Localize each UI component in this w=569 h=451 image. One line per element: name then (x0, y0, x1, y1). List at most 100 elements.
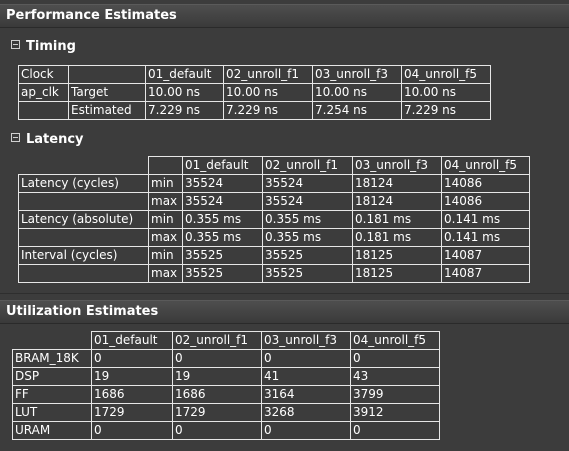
table-cell: 0.355 ms (182, 228, 263, 247)
utilization-table: 01_default 02_unroll_f1 03_unroll_f3 04_… (12, 331, 440, 440)
table-row: max 35525 35525 18125 14087 (18, 264, 530, 283)
table-cell: FF (12, 385, 92, 404)
table-cell: 0 (350, 349, 440, 368)
utilization-header-cell: 03_unroll_f3 (261, 331, 351, 350)
table-cell: 1729 (172, 403, 262, 422)
timing-section-toggle[interactable]: Timing (11, 38, 76, 56)
table-cell: 35525 (262, 264, 353, 283)
latency-header-cell: 04_unroll_f5 (441, 156, 530, 175)
latency-table: 01_default 02_unroll_f1 03_unroll_f3 04_… (18, 156, 530, 283)
timing-header-cell: Clock (18, 65, 69, 84)
table-cell: 41 (261, 367, 351, 386)
table-cell: min (148, 210, 183, 229)
table-cell: 0.355 ms (262, 228, 353, 247)
table-cell: 18124 (352, 192, 442, 211)
utilization-header-cell: 02_unroll_f1 (172, 331, 262, 350)
utilization-header-cell: 01_default (91, 331, 173, 350)
latency-header-cell: 02_unroll_f1 (262, 156, 353, 175)
utilization-header-cell: 04_unroll_f5 (350, 331, 440, 350)
table-cell: 35524 (262, 174, 353, 193)
latency-header-row: 01_default 02_unroll_f1 03_unroll_f3 04_… (18, 156, 530, 175)
performance-estimates-header: Performance Estimates (0, 4, 569, 28)
timing-header-row: Clock 01_default 02_unroll_f1 03_unroll_… (18, 65, 491, 84)
table-cell: 0.141 ms (441, 228, 530, 247)
table-cell: 14086 (441, 192, 530, 211)
timing-header-cell: 01_default (145, 65, 224, 84)
table-cell: 7.229 ns (401, 101, 491, 120)
table-cell: 0.181 ms (352, 210, 442, 229)
table-cell: BRAM_18K (12, 349, 92, 368)
table-cell: 35524 (182, 174, 263, 193)
table-row: max 35524 35524 18124 14086 (18, 192, 530, 211)
table-cell: 1729 (91, 403, 173, 422)
table-row: Latency (absolute) min 0.355 ms 0.355 ms… (18, 210, 530, 229)
table-cell: 0.141 ms (441, 210, 530, 229)
table-cell: LUT (12, 403, 92, 422)
table-cell: 19 (172, 367, 262, 386)
table-cell: 35524 (262, 192, 353, 211)
table-cell (18, 264, 149, 283)
table-cell: 0 (91, 349, 173, 368)
timing-table: Clock 01_default 02_unroll_f1 03_unroll_… (18, 65, 491, 120)
table-row: max 0.355 ms 0.355 ms 0.181 ms 0.141 ms (18, 228, 530, 247)
table-cell: 18125 (352, 246, 442, 265)
utilization-estimates-header: Utilization Estimates (0, 300, 569, 324)
table-cell: Interval (cycles) (18, 246, 149, 265)
table-cell: 35524 (182, 192, 263, 211)
table-cell: 3268 (261, 403, 351, 422)
table-cell: 0 (350, 421, 440, 440)
table-cell: 7.229 ns (145, 101, 224, 120)
table-cell (18, 228, 149, 247)
table-cell: 10.00 ns (401, 83, 491, 102)
table-cell: Latency (cycles) (18, 174, 149, 193)
table-cell: DSP (12, 367, 92, 386)
table-cell: 19 (91, 367, 173, 386)
table-cell (18, 101, 69, 120)
table-cell: 0 (172, 349, 262, 368)
table-cell: 3799 (350, 385, 440, 404)
table-cell: 3164 (261, 385, 351, 404)
performance-estimates-title: Performance Estimates (6, 8, 177, 23)
table-cell: 43 (350, 367, 440, 386)
table-cell: max (148, 264, 183, 283)
table-cell: 0 (261, 349, 351, 368)
table-cell: 0.181 ms (352, 228, 442, 247)
collapse-icon[interactable] (11, 40, 20, 49)
table-row: BRAM_18K 0 0 0 0 (12, 349, 440, 368)
collapse-icon[interactable] (11, 133, 20, 142)
table-cell: 35525 (182, 264, 263, 283)
timing-section-title: Timing (26, 39, 76, 54)
table-row: Estimated 7.229 ns 7.229 ns 7.254 ns 7.2… (18, 101, 491, 120)
table-cell: min (148, 246, 183, 265)
table-cell: 1686 (91, 385, 173, 404)
table-row: Interval (cycles) min 35525 35525 18125 … (18, 246, 530, 265)
table-row: DSP 19 19 41 43 (12, 367, 440, 386)
table-cell: Latency (absolute) (18, 210, 149, 229)
table-cell: 14086 (441, 174, 530, 193)
table-cell: 18125 (352, 264, 442, 283)
latency-header-cell: 01_default (182, 156, 263, 175)
table-cell: 0 (172, 421, 262, 440)
table-cell: 7.229 ns (223, 101, 313, 120)
table-cell: 0.355 ms (262, 210, 353, 229)
table-cell: 35525 (182, 246, 263, 265)
table-cell: Estimated (68, 101, 146, 120)
table-cell: 7.254 ns (312, 101, 402, 120)
latency-header-cell: 03_unroll_f3 (352, 156, 442, 175)
table-cell: 10.00 ns (223, 83, 313, 102)
table-cell: URAM (12, 421, 92, 440)
table-cell: ap_clk (18, 83, 69, 102)
table-cell: 0 (261, 421, 351, 440)
timing-header-cell (68, 65, 146, 84)
table-row: URAM 0 0 0 0 (12, 421, 440, 440)
table-row: LUT 1729 1729 3268 3912 (12, 403, 440, 422)
table-cell: max (148, 228, 183, 247)
latency-header-cell (18, 156, 149, 175)
utilization-header-row: 01_default 02_unroll_f1 03_unroll_f3 04_… (12, 331, 440, 350)
table-cell: 14087 (441, 264, 530, 283)
table-cell: 35525 (262, 246, 353, 265)
latency-header-cell (148, 156, 183, 175)
utilization-estimates-title: Utilization Estimates (6, 304, 159, 319)
latency-section-toggle[interactable]: Latency (11, 131, 84, 149)
utilization-header-cell (12, 331, 92, 350)
